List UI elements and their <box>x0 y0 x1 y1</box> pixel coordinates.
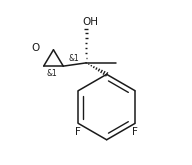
Text: &1: &1 <box>68 54 79 63</box>
Text: &1: &1 <box>47 69 58 78</box>
Text: F: F <box>75 127 81 137</box>
Text: F: F <box>132 127 138 137</box>
Text: O: O <box>31 43 40 53</box>
Text: OH: OH <box>82 17 98 27</box>
